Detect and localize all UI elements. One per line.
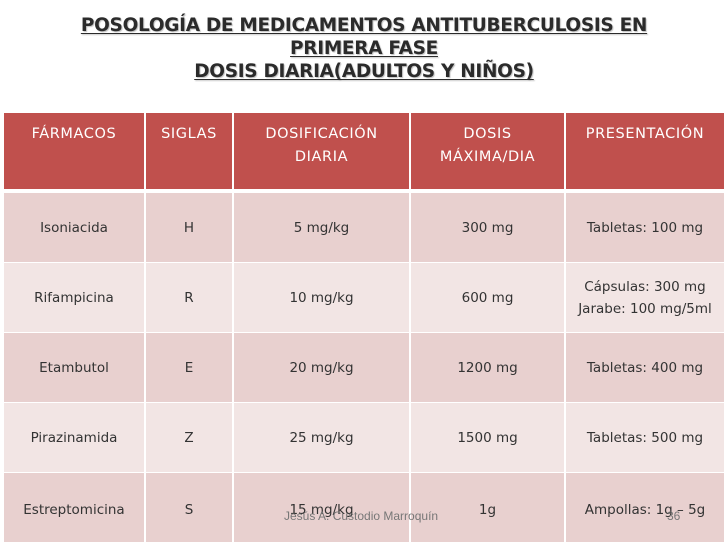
title-line-2: PRIMERA FASE	[290, 38, 438, 59]
table-row: Etambutol E 20 mg/kg 1200 mg Tabletas: 4…	[4, 332, 724, 403]
cell-presentacion: Tabletas: 400 mg	[565, 332, 724, 403]
cell-farmaco: Estreptomicina	[4, 472, 146, 542]
cell-farmaco: Rifampicina	[4, 262, 146, 333]
table-row: Pirazinamida Z 25 mg/kg 1500 mg Tabletas…	[4, 402, 724, 473]
cell-sigla: E	[145, 332, 234, 403]
table-row: Isoniacida H 5 mg/kg 300 mg Tabletas: 10…	[4, 190, 724, 263]
cell-farmaco: Etambutol	[4, 332, 146, 403]
header-presentacion: PRESENTACIÓN	[565, 113, 724, 191]
cell-dosificacion: 25 mg/kg	[233, 402, 411, 473]
cell-sigla: R	[145, 262, 234, 333]
cell-presentacion: Cápsulas: 300 mg Jarabe: 100 mg/5ml	[565, 262, 724, 333]
footer-author: Jesús A. Custodio Marroquín	[284, 509, 439, 523]
table-row: Estreptomicina S 15 mg/kg 1g Ampollas: 1…	[4, 472, 724, 542]
cell-presentacion: Ampollas: 1g – 5g	[565, 472, 724, 542]
cell-dosis-maxima: 1g	[410, 472, 566, 542]
title-line-1: POSOLOGÍA DE MEDICAMENTOS ANTITUBERCULOS…	[80, 15, 648, 36]
slide-title: POSOLOGÍA DE MEDICAMENTOS ANTITUBERCULOS…	[0, 14, 728, 83]
cell-dosificacion: 5 mg/kg	[233, 190, 411, 263]
cell-dosis-maxima: 1500 mg	[410, 402, 566, 473]
cell-dosis-maxima: 600 mg	[410, 262, 566, 333]
cell-sigla: Z	[145, 402, 234, 473]
cell-dosificacion: 10 mg/kg	[233, 262, 411, 333]
cell-farmaco: Isoniacida	[4, 190, 146, 263]
header-farmacos: FÁRMACOS	[4, 113, 146, 191]
cell-dosificacion: 15 mg/kg	[233, 472, 411, 542]
cell-dosificacion: 20 mg/kg	[233, 332, 411, 403]
cell-dosis-maxima: 1200 mg	[410, 332, 566, 403]
header-siglas: SIGLAS	[145, 113, 234, 191]
header-dosis-maxima: DOSIS MÁXIMA/DIA	[410, 113, 566, 191]
title-line-3: DOSIS DIARIA(ADULTOS Y NIÑOS)	[194, 61, 534, 82]
cell-presentacion: Tabletas: 100 mg	[565, 190, 724, 263]
table-row: Rifampicina R 10 mg/kg 600 mg Cápsulas: …	[4, 262, 724, 333]
header-dosificacion: DOSIFICACIÓN DIARIA	[233, 113, 411, 191]
table-header-row: FÁRMACOS SIGLAS DOSIFICACIÓN DIARIA DOSIS…	[4, 113, 724, 191]
page-number: 36	[667, 509, 681, 523]
cell-presentacion: Tabletas: 500 mg	[565, 402, 724, 473]
cell-sigla: S	[145, 472, 234, 542]
cell-sigla: H	[145, 190, 234, 263]
dosage-table: FÁRMACOS SIGLAS DOSIFICACIÓN DIARIA DOSIS…	[4, 113, 724, 542]
cell-farmaco: Pirazinamida	[4, 402, 146, 473]
cell-dosis-maxima: 300 mg	[410, 190, 566, 263]
